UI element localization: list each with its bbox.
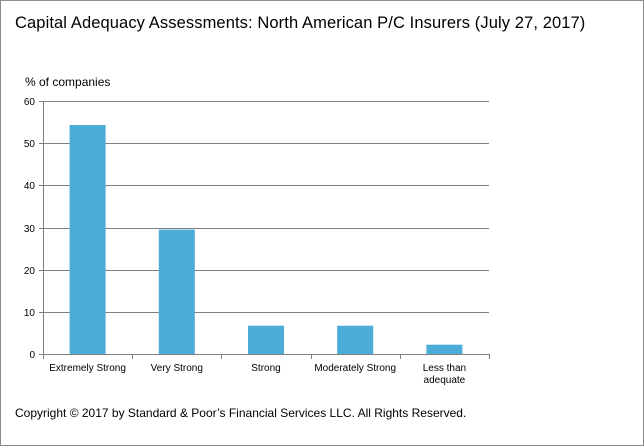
- y-axis-label: % of companies: [25, 75, 111, 89]
- y-tick-label: 30: [24, 224, 36, 235]
- y-tick-label: 10: [24, 308, 36, 319]
- copyright-footer: Copyright © 2017 by Standard & Poor’s Fi…: [15, 406, 467, 420]
- x-tick-label: Extremely Strong: [49, 363, 126, 374]
- x-tick-label: Moderately Strong: [314, 363, 396, 374]
- bar: [426, 344, 463, 354]
- y-tick-label: 50: [24, 139, 36, 150]
- y-tick-label: 40: [24, 181, 36, 192]
- y-tick-label: 0: [29, 350, 35, 361]
- x-tick-label: Less than adequate: [423, 363, 466, 386]
- y-tick-label: 60: [24, 97, 36, 108]
- y-tick-label: 20: [24, 266, 36, 277]
- bar: [158, 229, 195, 354]
- bar: [69, 125, 106, 354]
- bar: [248, 325, 284, 354]
- bar: [337, 325, 374, 354]
- x-tick-label: Strong: [251, 363, 280, 374]
- chart-title: Capital Adequacy Assessments: North Amer…: [15, 14, 586, 32]
- x-tick-label: Very Strong: [151, 363, 203, 374]
